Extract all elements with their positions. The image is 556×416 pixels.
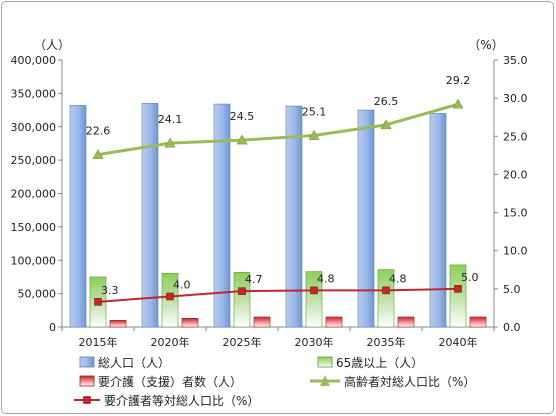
data-label-elderly-ratio: 25.1 xyxy=(302,106,327,119)
marker-elderly-ratio xyxy=(92,148,104,159)
data-label-care-ratio: 4.8 xyxy=(317,272,335,285)
y-left-tick-label: 50,000 xyxy=(18,288,57,301)
marker-care-ratio xyxy=(94,298,102,306)
data-label-elderly-ratio: 26.5 xyxy=(374,95,399,108)
y-left-tick-label: 100,000 xyxy=(11,254,57,267)
marker-elderly-ratio xyxy=(236,134,248,145)
marker-care-ratio xyxy=(382,286,390,295)
y-right-tick-label: 25.0 xyxy=(503,130,528,143)
marker-elderly-ratio xyxy=(308,129,320,140)
y-left-tick-label: 250,000 xyxy=(11,154,57,167)
bar-aged-65-plus xyxy=(233,271,251,328)
data-label-care-ratio: 4.0 xyxy=(173,278,191,291)
bar-care-recipients xyxy=(181,318,199,328)
legend-label: 要介護者等対総人口比（%） xyxy=(104,393,259,408)
marker-elderly-ratio xyxy=(380,119,392,130)
bar-care-recipients xyxy=(469,316,487,328)
axes: 0 50,000 100,000 150,000 200,000 250,000 300,0… xyxy=(11,38,528,349)
marker-elderly-ratio xyxy=(452,98,464,109)
data-label-elderly-ratio: 24.5 xyxy=(230,110,255,123)
legend-marker xyxy=(83,396,91,404)
x-tick-label: 2025年 xyxy=(223,335,262,349)
y-left-unit-label: （人） xyxy=(34,38,70,52)
line-care-ratio xyxy=(97,287,459,303)
y-right-tick-label: 30.0 xyxy=(503,92,528,105)
data-label-care-ratio: 4.8 xyxy=(389,272,407,285)
marker-care-ratio xyxy=(454,285,462,293)
data-label-elderly-ratio: 29.2 xyxy=(446,74,471,87)
y-right-tick-label: 10.0 xyxy=(503,245,528,258)
data-label-care-ratio: 3.3 xyxy=(101,284,119,297)
legend-swatch xyxy=(317,356,333,368)
legend-label: 高齢者対総人口比（%） xyxy=(344,374,475,389)
y-left-tick-label: 400,000 xyxy=(11,54,57,67)
bar-care-recipients xyxy=(325,316,343,328)
legend-label: 要介護（支援）者数（人） xyxy=(98,374,242,389)
legend-label: 65歳以上（人） xyxy=(336,356,423,370)
y-right-unit-label: （%） xyxy=(468,38,503,52)
bar-aged-65-plus xyxy=(305,271,323,328)
data-label-elderly-ratio: 22.6 xyxy=(86,125,111,138)
legend-label: 総人口（人） xyxy=(98,356,170,370)
bar-total-population xyxy=(141,103,159,328)
y-left-tick-label: 0 xyxy=(49,321,56,334)
bar-care-recipients xyxy=(253,316,271,328)
legend-marker xyxy=(320,375,330,386)
bar-total-population xyxy=(69,105,87,328)
y-left-tick-label: 150,000 xyxy=(11,221,57,234)
y-right-tick-label: 5.0 xyxy=(503,283,521,296)
y-left-tick-label: 350,000 xyxy=(11,87,57,100)
y-right-tick-label: 15.0 xyxy=(503,207,528,220)
y-left-tick-label: 200,000 xyxy=(11,188,57,201)
marker-care-ratio xyxy=(310,286,318,295)
bar-total-population xyxy=(285,105,303,328)
legend: 総人口（人） 65歳以上（人） 要介護（支援）者数（人） 高齢者対総人口比（%） 要介護… xyxy=(74,356,475,408)
y-right-tick-label: 0.0 xyxy=(503,321,521,334)
data-label-care-ratio: 4.7 xyxy=(245,273,263,286)
bar-aged-65-plus xyxy=(449,264,467,328)
bar-total-population xyxy=(213,103,231,328)
bar-total-population xyxy=(429,113,447,328)
x-tick-label: 2030年 xyxy=(295,335,334,349)
data-label-care-ratio: 5.0 xyxy=(461,271,479,284)
y-left-tick-label: 300,000 xyxy=(11,121,57,134)
data-labels: 22.6 24.1 24.5 25.1 26.5 29.2 3.3 4.0 4.7 4.8 4.8 5… xyxy=(86,74,479,297)
legend-swatch xyxy=(79,356,95,368)
bar-aged-65-plus xyxy=(377,269,395,328)
marker-elderly-ratio xyxy=(164,137,176,148)
line-elderly-ratio xyxy=(97,102,459,157)
bar-care-recipients xyxy=(109,320,127,328)
legend-swatch xyxy=(79,375,95,387)
data-label-elderly-ratio: 24.1 xyxy=(158,113,183,126)
marker-care-ratio xyxy=(166,292,174,301)
x-tick-label: 2020年 xyxy=(151,335,190,349)
marker-care-ratio xyxy=(238,287,246,295)
x-tick-label: 2035年 xyxy=(367,335,406,349)
x-tick-label: 2015年 xyxy=(79,335,118,349)
bar-care-recipients xyxy=(397,316,415,328)
y-right-tick-label: 35.0 xyxy=(503,54,528,67)
y-right-tick-label: 20.0 xyxy=(503,168,528,181)
bars xyxy=(69,103,487,328)
bar-total-population xyxy=(357,109,375,328)
lines xyxy=(92,98,464,306)
x-tick-label: 2040年 xyxy=(439,335,478,349)
